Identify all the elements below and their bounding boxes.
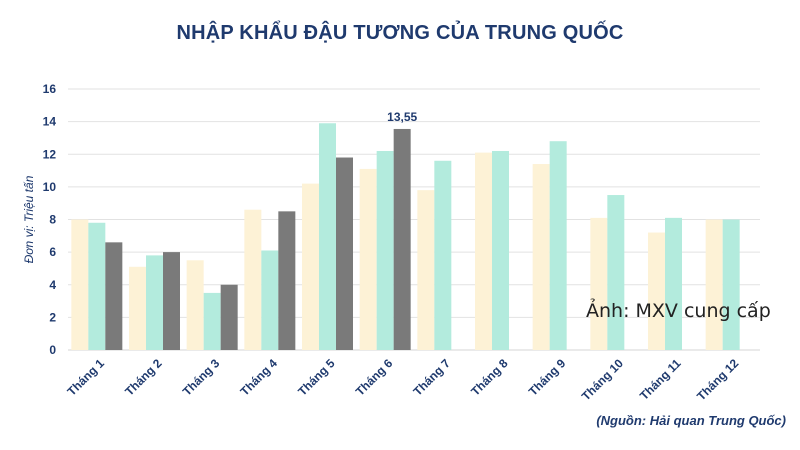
bar <box>203 292 221 350</box>
x-tick-label: Tháng 10 <box>579 356 626 403</box>
x-tick-label: Tháng 11 <box>637 356 684 403</box>
y-tick-label: 6 <box>49 245 56 259</box>
bar <box>393 128 411 350</box>
bar <box>705 219 723 350</box>
bar <box>129 266 146 350</box>
bar <box>648 232 665 350</box>
x-tick-label: Tháng 4 <box>238 356 281 399</box>
y-tick-label: 12 <box>43 147 57 161</box>
bar <box>336 157 353 350</box>
data-label: 13,55 <box>387 110 417 124</box>
x-tick-label: Tháng 5 <box>295 356 338 399</box>
bar <box>186 260 204 350</box>
bar <box>302 183 319 350</box>
bar <box>417 190 435 350</box>
x-tick-label: Tháng 6 <box>353 356 396 399</box>
bar <box>278 211 296 350</box>
x-tick-label: Tháng 12 <box>694 356 741 403</box>
x-tick-label: Tháng 8 <box>468 356 511 399</box>
bar <box>146 255 163 350</box>
bar <box>665 217 682 350</box>
bar <box>71 219 89 350</box>
bar <box>319 123 336 350</box>
bar <box>359 168 377 350</box>
y-axis-label: Đơn vị: Triệu tấn <box>22 175 36 263</box>
chart-title: NHẬP KHẨU ĐẬU TƯƠNG CỦA TRUNG QUỐC <box>176 22 624 44</box>
bar <box>607 195 625 350</box>
source-note: (Nguồn: Hải quan Trung Quốc) <box>596 413 786 428</box>
bar <box>261 250 279 350</box>
y-tick-label: 0 <box>49 343 56 357</box>
y-tick-label: 16 <box>43 82 57 96</box>
y-tick-label: 14 <box>43 115 57 129</box>
bar <box>244 209 262 350</box>
bar <box>492 150 509 350</box>
bar <box>722 219 740 350</box>
image-credit: Ảnh: MXV cung cấp <box>586 300 771 322</box>
x-tick-label: Tháng 3 <box>180 356 223 399</box>
bar <box>475 152 492 350</box>
y-tick-label: 2 <box>49 310 56 324</box>
x-tick-label: Tháng 2 <box>122 356 165 399</box>
bar <box>434 160 452 350</box>
x-tick-label: Tháng 7 <box>411 356 454 399</box>
y-tick-label: 4 <box>49 278 56 292</box>
bar <box>88 222 106 350</box>
bar <box>376 150 394 350</box>
x-tick-label: Tháng 9 <box>526 356 569 399</box>
x-tick-label: Tháng 1 <box>65 356 108 399</box>
bar <box>549 141 567 350</box>
y-tick-label: 8 <box>49 213 56 227</box>
bar <box>590 217 608 350</box>
bar <box>163 252 180 350</box>
bar <box>220 284 238 350</box>
bar <box>105 242 123 350</box>
y-tick-label: 10 <box>43 180 57 194</box>
bar <box>532 164 550 350</box>
